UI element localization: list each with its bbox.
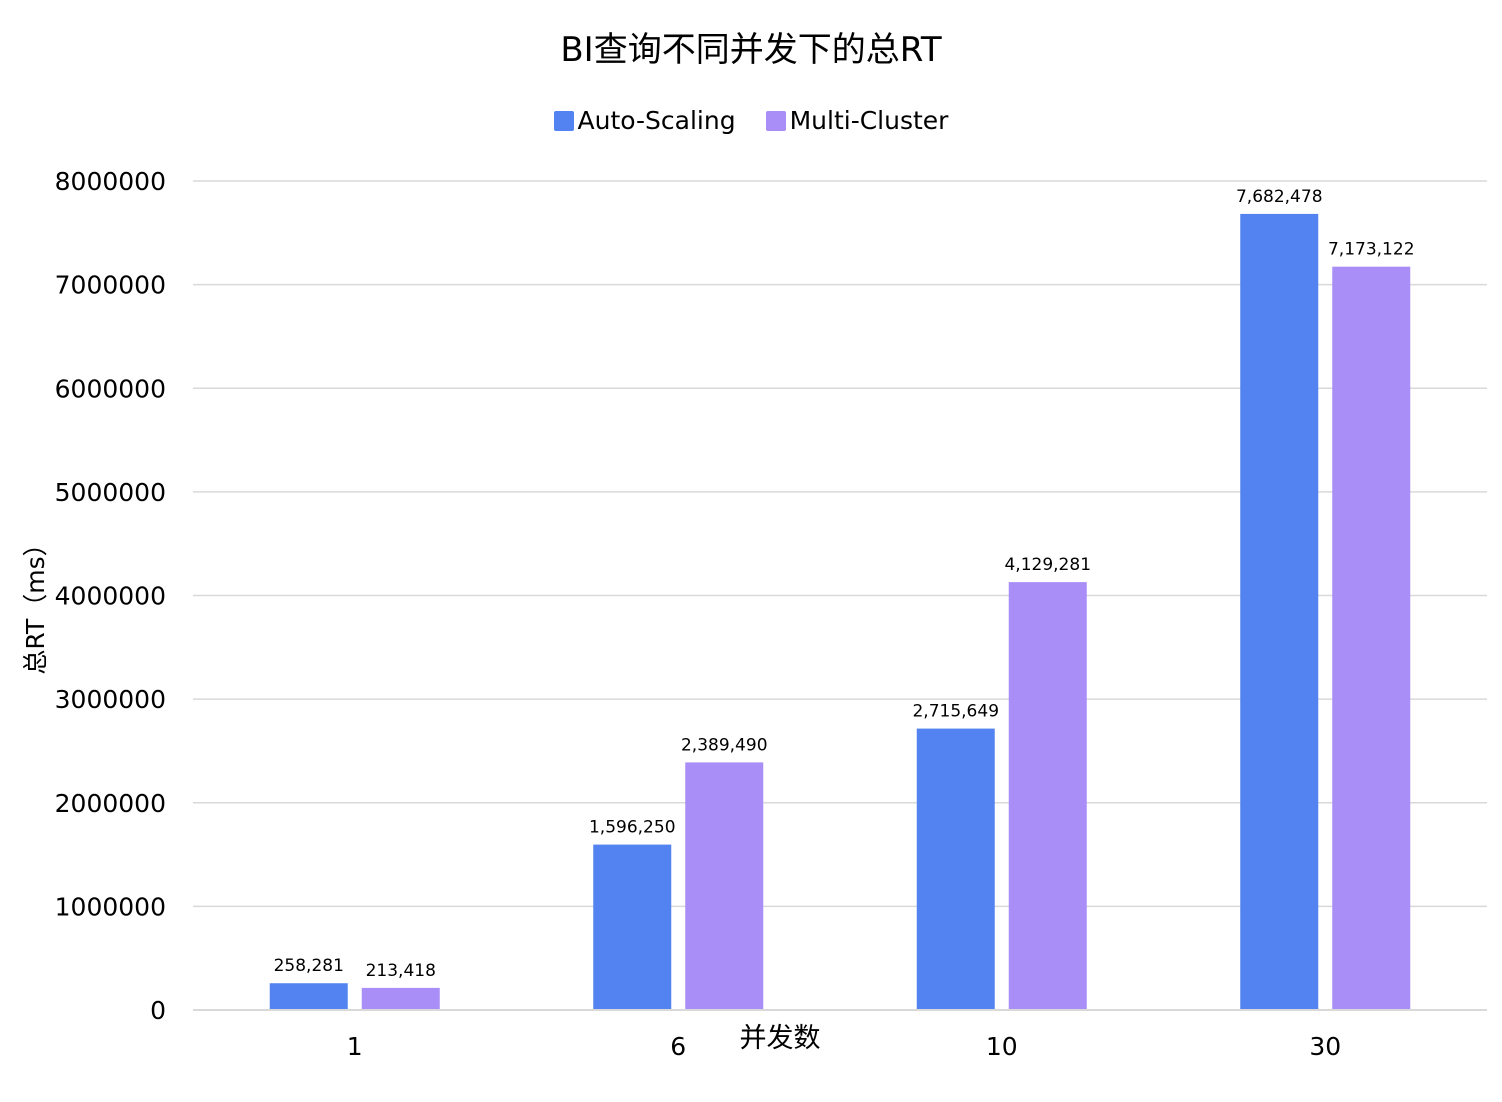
data-label: 2,715,649: [912, 702, 999, 722]
x-tick-label: 6: [670, 1032, 686, 1061]
y-tick-label: 2000000: [55, 789, 166, 818]
y-tick-label: 4000000: [55, 582, 166, 611]
legend-item-multi-cluster: Multi-Cluster: [765, 106, 949, 135]
legend-label-multi-cluster: Multi-Cluster: [789, 106, 949, 135]
label-layer: 258,281 213,418 1,596,250 2,389,490 2,715,64…: [274, 187, 1415, 981]
legend-item-auto-scaling: Auto-Scaling: [553, 106, 736, 135]
data-label: 4,129,281: [1004, 555, 1091, 575]
legend-swatch-multi-cluster: [765, 110, 786, 131]
x-tick-label: 10: [986, 1032, 1018, 1061]
bar-multi-cluster-10: [1008, 582, 1087, 1010]
bar-auto-scaling-1: [269, 983, 348, 1010]
y-tick-label: 7000000: [55, 271, 166, 300]
data-label: 258,281: [274, 956, 344, 976]
data-label: 213,418: [366, 961, 436, 981]
axis-layer: 0 1000000 2000000 3000000 4000000 5000000 6000…: [55, 167, 1487, 1061]
y-tick-label: 0: [150, 996, 166, 1025]
bar-multi-cluster-1: [361, 987, 440, 1010]
y-tick-label: 5000000: [55, 478, 166, 507]
bar-auto-scaling-10: [916, 728, 995, 1010]
data-label: 7,173,122: [1328, 240, 1415, 260]
bar-auto-scaling-6: [593, 844, 672, 1010]
y-tick-label: 3000000: [55, 685, 166, 714]
x-axis-title: 并发数: [739, 1023, 821, 1054]
y-tick-label: 8000000: [55, 167, 166, 196]
data-label: 1,596,250: [589, 818, 676, 838]
x-tick-label: 30: [1309, 1032, 1341, 1061]
data-label: 2,389,490: [681, 735, 768, 755]
bar-auto-scaling-30: [1240, 213, 1319, 1011]
legend-swatch-auto-scaling: [553, 110, 574, 131]
bar-multi-cluster-6: [685, 762, 764, 1010]
chart-title: BI查询不同并发下的总RT: [560, 30, 942, 70]
legend-label-auto-scaling: Auto-Scaling: [577, 106, 736, 135]
legend: Auto-Scaling Multi-Cluster: [0, 106, 1502, 135]
bar-multi-cluster-30: [1332, 266, 1411, 1010]
data-label: 7,682,478: [1236, 187, 1323, 207]
x-tick-label: 1: [347, 1032, 363, 1061]
y-tick-label: 1000000: [55, 892, 166, 921]
bar-layer: [269, 213, 1411, 1011]
y-tick-label: 6000000: [55, 374, 166, 403]
